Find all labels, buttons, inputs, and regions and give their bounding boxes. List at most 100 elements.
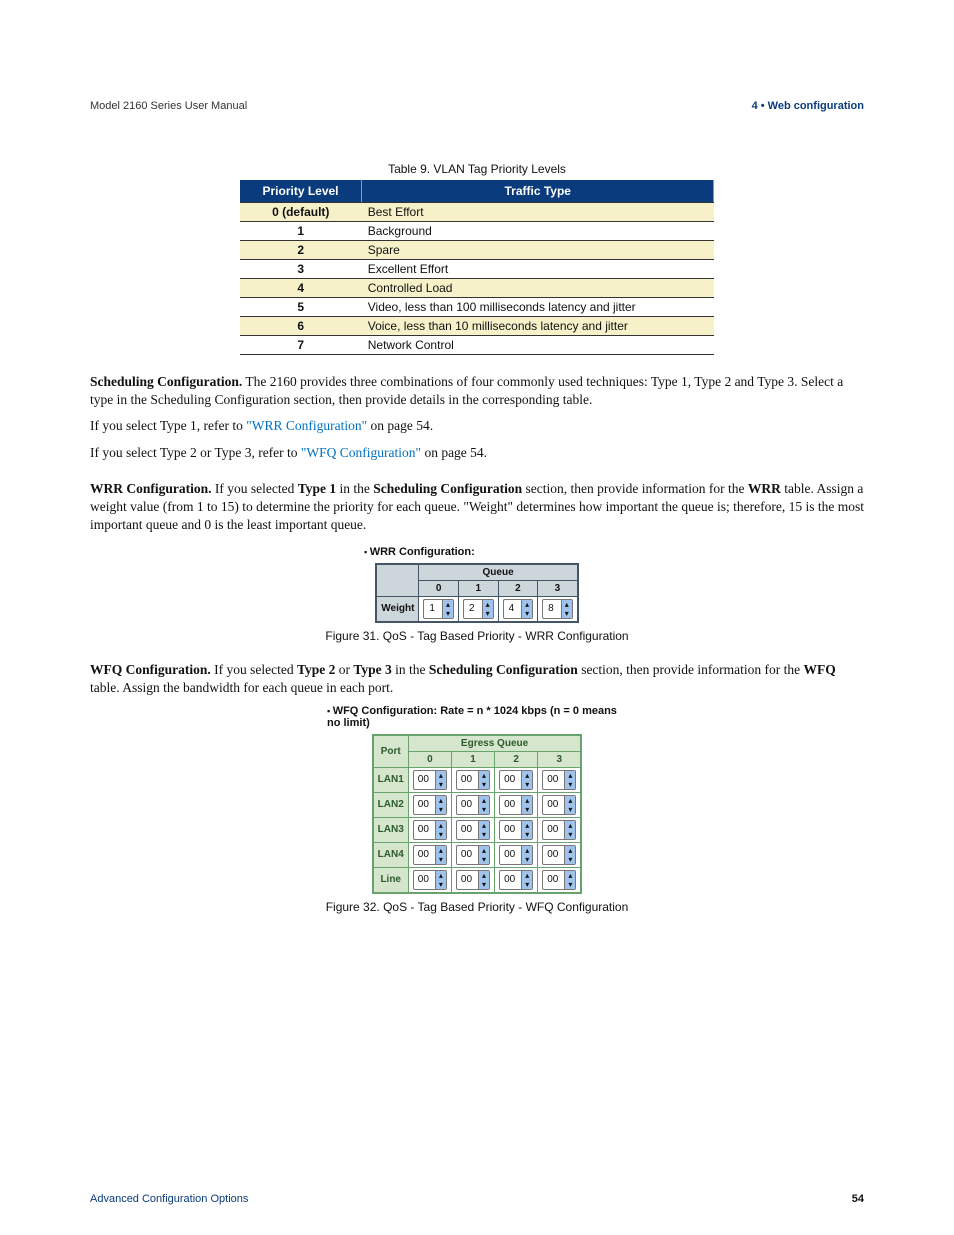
wfq-figure: WFQ Configuration: Rate = n * 1024 kbps … xyxy=(90,705,864,914)
type23-pre: If you select Type 2 or Type 3, refer to xyxy=(90,445,301,460)
wfq-col-header: 3 xyxy=(538,751,582,767)
wfq-rate-stepper[interactable]: 00▴▾ xyxy=(408,817,451,842)
wfq-rate-stepper[interactable]: 00▴▾ xyxy=(495,767,538,792)
table-row: 2Spare xyxy=(240,241,714,260)
priority-level-cell: 5 xyxy=(240,298,362,317)
wfq-rate-stepper[interactable]: 00▴▾ xyxy=(408,767,451,792)
wfq-rate-stepper[interactable]: 00▴▾ xyxy=(538,792,582,817)
wrr-table: Queue 0123 Weight1▴▾2▴▾4▴▾8▴▾ xyxy=(375,563,578,623)
wfq-rate-stepper[interactable]: 00▴▾ xyxy=(495,792,538,817)
fig31-caption: Figure 31. QoS - Tag Based Priority - WR… xyxy=(90,629,864,643)
priority-level-cell: 1 xyxy=(240,222,362,241)
wfq-rate-stepper[interactable]: 00▴▾ xyxy=(538,867,582,893)
wfq-rate-stepper[interactable]: 00▴▾ xyxy=(408,842,451,867)
priority-level-cell: 0 (default) xyxy=(240,203,362,222)
table-row: 5Video, less than 100 milliseconds laten… xyxy=(240,298,714,317)
wfq-fig-title: WFQ Configuration: Rate = n * 1024 kbps … xyxy=(327,705,627,729)
wfq-head: WFQ Configuration. xyxy=(90,662,211,677)
page-footer: Advanced Configuration Options 54 xyxy=(90,1193,864,1205)
traffic-type-cell: Background xyxy=(362,222,714,241)
table9-th-level: Priority Level xyxy=(240,180,362,203)
wfq-col-header: 2 xyxy=(495,751,538,767)
wfq-row: LAN300▴▾00▴▾00▴▾00▴▾ xyxy=(373,817,582,842)
type23-post: on page 54. xyxy=(421,445,487,460)
table9: Priority Level Traffic Type 0 (default)B… xyxy=(240,180,715,355)
wrr-weight-stepper[interactable]: 2▴▾ xyxy=(459,596,499,622)
priority-level-cell: 6 xyxy=(240,317,362,336)
wfq-rate-stepper[interactable]: 00▴▾ xyxy=(538,842,582,867)
traffic-type-cell: Network Control xyxy=(362,336,714,355)
table-row: 0 (default)Best Effort xyxy=(240,203,714,222)
wrr-queue-label: Queue xyxy=(419,564,578,581)
wrr-para: WRR Configuration. If you selected Type … xyxy=(90,480,864,535)
wrr-weight-stepper[interactable]: 8▴▾ xyxy=(538,596,578,622)
wfq-para: WFQ Configuration. If you selected Type … xyxy=(90,661,864,697)
priority-level-cell: 7 xyxy=(240,336,362,355)
priority-level-cell: 3 xyxy=(240,260,362,279)
wfq-rate-stepper[interactable]: 00▴▾ xyxy=(495,817,538,842)
traffic-type-cell: Excellent Effort xyxy=(362,260,714,279)
wfq-queue-label: Egress Queue xyxy=(408,735,581,752)
wfq-rate-stepper[interactable]: 00▴▾ xyxy=(408,867,451,893)
wfq-col-header: 0 xyxy=(408,751,451,767)
wfq-rate-stepper[interactable]: 00▴▾ xyxy=(451,842,494,867)
wfq-port-cell: LAN3 xyxy=(373,817,409,842)
traffic-type-cell: Spare xyxy=(362,241,714,260)
traffic-type-cell: Video, less than 100 milliseconds latenc… xyxy=(362,298,714,317)
wfq-col-header: 1 xyxy=(451,751,494,767)
wfq-port-label: Port xyxy=(373,735,409,768)
table9-th-type: Traffic Type xyxy=(362,180,714,203)
priority-level-cell: 2 xyxy=(240,241,362,260)
wfq-port-cell: LAN1 xyxy=(373,767,409,792)
wrr-weight-stepper[interactable]: 4▴▾ xyxy=(498,596,538,622)
wfq-rate-stepper[interactable]: 00▴▾ xyxy=(451,817,494,842)
header-left: Model 2160 Series User Manual xyxy=(90,100,247,112)
wrr-fig-title: WRR Configuration: xyxy=(364,546,584,558)
type23-para: If you select Type 2 or Type 3, refer to… xyxy=(90,444,864,462)
table-row: 4Controlled Load xyxy=(240,279,714,298)
wrr-col-header: 1 xyxy=(459,580,499,596)
footer-left: Advanced Configuration Options xyxy=(90,1193,248,1205)
wrr-col-header: 0 xyxy=(419,580,459,596)
sched-para: Scheduling Configuration. The 2160 provi… xyxy=(90,373,864,409)
fig32-caption: Figure 32. QoS - Tag Based Priority - WF… xyxy=(90,900,864,914)
type1-post: on page 54. xyxy=(367,418,433,433)
wfq-row: Line00▴▾00▴▾00▴▾00▴▾ xyxy=(373,867,582,893)
header-right: 4 • Web configuration xyxy=(752,100,864,112)
wfq-rate-stepper[interactable]: 00▴▾ xyxy=(451,792,494,817)
wrr-head: WRR Configuration. xyxy=(90,481,212,496)
wrr-col-header: 2 xyxy=(498,580,538,596)
wrr-col-header: 3 xyxy=(538,580,578,596)
priority-level-cell: 4 xyxy=(240,279,362,298)
traffic-type-cell: Best Effort xyxy=(362,203,714,222)
type1-pre: If you select Type 1, refer to xyxy=(90,418,246,433)
wfq-row: LAN100▴▾00▴▾00▴▾00▴▾ xyxy=(373,767,582,792)
wfq-rate-stepper[interactable]: 00▴▾ xyxy=(495,842,538,867)
wfq-rate-stepper[interactable]: 00▴▾ xyxy=(495,867,538,893)
wfq-port-cell: LAN4 xyxy=(373,842,409,867)
wfq-rate-stepper[interactable]: 00▴▾ xyxy=(408,792,451,817)
sched-head: Scheduling Configuration. xyxy=(90,374,242,389)
wfq-rate-stepper[interactable]: 00▴▾ xyxy=(538,817,582,842)
wfq-rate-stepper[interactable]: 00▴▾ xyxy=(538,767,582,792)
wrr-weight-stepper[interactable]: 1▴▾ xyxy=(419,596,459,622)
wfq-link[interactable]: "WFQ Configuration" xyxy=(301,445,421,460)
page-header: Model 2160 Series User Manual 4 • Web co… xyxy=(90,100,864,112)
traffic-type-cell: Voice, less than 10 milliseconds latency… xyxy=(362,317,714,336)
table-row: 7Network Control xyxy=(240,336,714,355)
wfq-rate-stepper[interactable]: 00▴▾ xyxy=(451,767,494,792)
wrr-link[interactable]: "WRR Configuration" xyxy=(246,418,367,433)
table-row: 3Excellent Effort xyxy=(240,260,714,279)
wfq-table: PortEgress Queue 0123 LAN100▴▾00▴▾00▴▾00… xyxy=(372,734,583,894)
wfq-rate-stepper[interactable]: 00▴▾ xyxy=(451,867,494,893)
wfq-row: LAN400▴▾00▴▾00▴▾00▴▾ xyxy=(373,842,582,867)
table-row: 1Background xyxy=(240,222,714,241)
wrr-weight-label: Weight xyxy=(376,596,419,622)
table9-caption: Table 9. VLAN Tag Priority Levels xyxy=(90,162,864,176)
type1-para: If you select Type 1, refer to "WRR Conf… xyxy=(90,417,864,435)
wfq-row: LAN200▴▾00▴▾00▴▾00▴▾ xyxy=(373,792,582,817)
wfq-port-cell: Line xyxy=(373,867,409,893)
table-row: 6Voice, less than 10 milliseconds latenc… xyxy=(240,317,714,336)
traffic-type-cell: Controlled Load xyxy=(362,279,714,298)
wfq-port-cell: LAN2 xyxy=(373,792,409,817)
